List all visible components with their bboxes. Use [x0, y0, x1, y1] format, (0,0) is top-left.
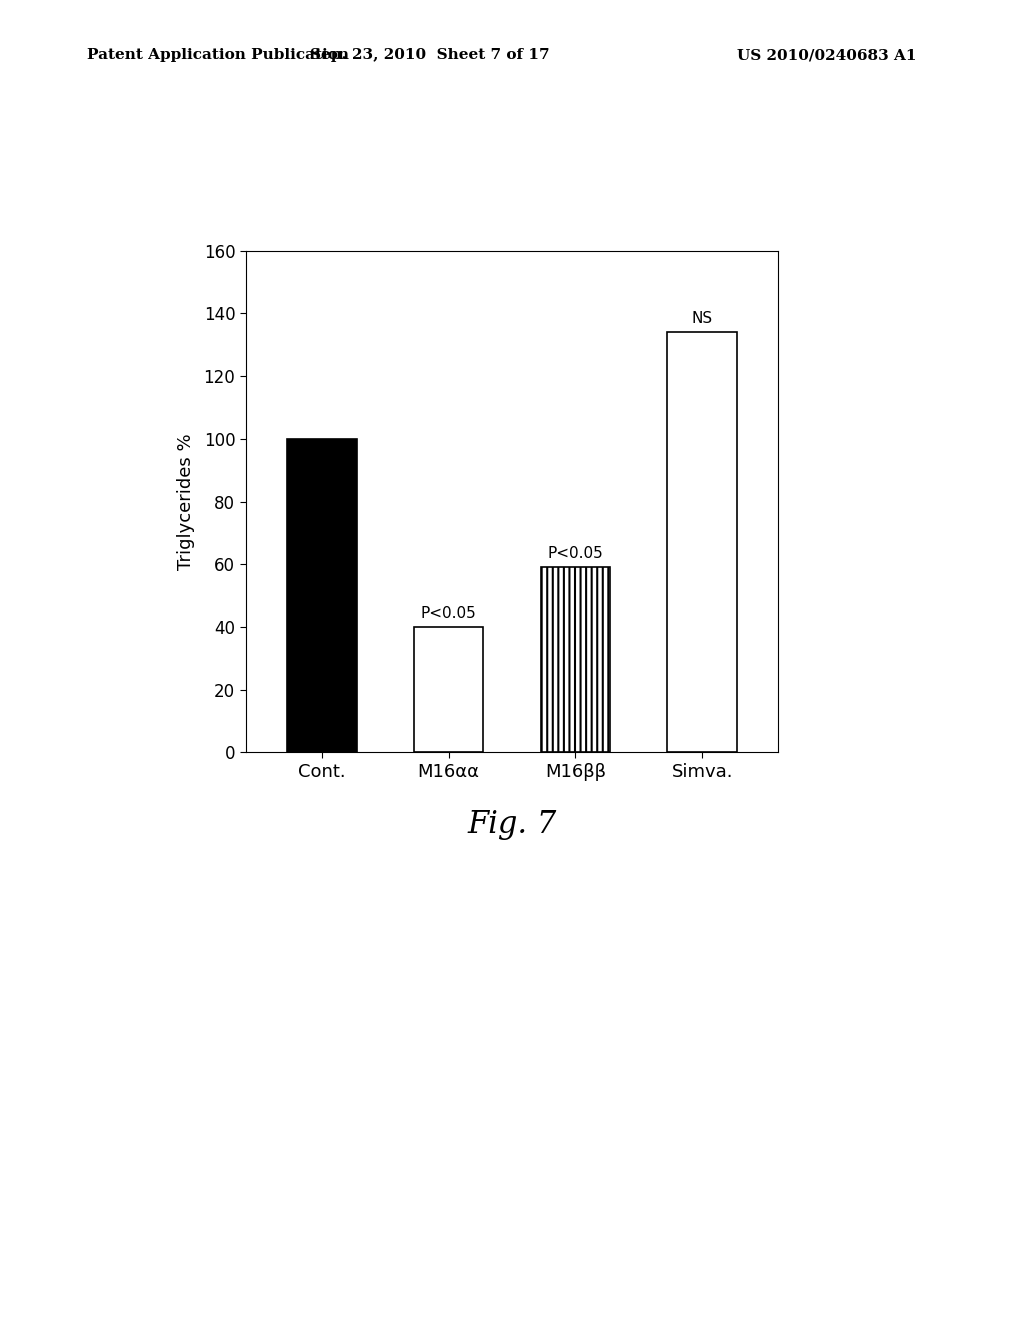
Text: Patent Application Publication: Patent Application Publication	[87, 49, 349, 62]
Y-axis label: Triglycerides %: Triglycerides %	[177, 433, 196, 570]
Bar	[414, 627, 483, 752]
Text: US 2010/0240683 A1: US 2010/0240683 A1	[737, 49, 916, 62]
Bar	[668, 333, 737, 752]
Text: NS: NS	[691, 312, 713, 326]
Bar	[287, 438, 356, 752]
Text: P<0.05: P<0.05	[548, 546, 603, 561]
Text: Fig. 7: Fig. 7	[467, 809, 557, 841]
Bar	[541, 568, 610, 752]
Text: P<0.05: P<0.05	[421, 606, 476, 620]
Text: Sep. 23, 2010  Sheet 7 of 17: Sep. 23, 2010 Sheet 7 of 17	[310, 49, 550, 62]
